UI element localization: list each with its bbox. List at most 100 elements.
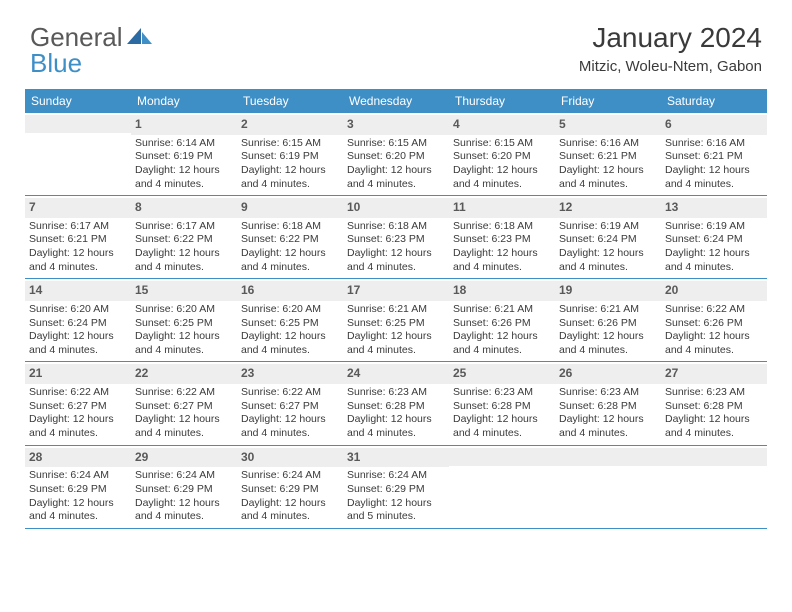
day-info-line: Sunrise: 6:23 AM [559,386,657,400]
day-info-line: Sunrise: 6:24 AM [135,469,233,483]
day-info-line: Sunset: 6:26 PM [665,317,763,331]
day-cell: 11Sunrise: 6:18 AMSunset: 6:23 PMDayligh… [449,196,555,278]
day-cell: 5Sunrise: 6:16 AMSunset: 6:21 PMDaylight… [555,113,661,195]
day-cell: 2Sunrise: 6:15 AMSunset: 6:19 PMDaylight… [237,113,343,195]
day-info-line: Daylight: 12 hours and 4 minutes. [241,497,339,524]
day-info-line: Sunset: 6:24 PM [559,233,657,247]
day-info-line: Sunrise: 6:15 AM [453,137,551,151]
day-number: 16 [237,281,343,301]
day-info-line: Daylight: 12 hours and 4 minutes. [559,330,657,357]
day-info-line: Sunrise: 6:23 AM [665,386,763,400]
day-header-cell: Sunday [25,89,131,113]
day-header-cell: Thursday [449,89,555,113]
day-info-line: Daylight: 12 hours and 4 minutes. [665,164,763,191]
day-number: 14 [25,281,131,301]
day-cell: 13Sunrise: 6:19 AMSunset: 6:24 PMDayligh… [661,196,767,278]
day-info-line: Daylight: 12 hours and 4 minutes. [135,497,233,524]
day-cell: 3Sunrise: 6:15 AMSunset: 6:20 PMDaylight… [343,113,449,195]
day-info-line: Sunrise: 6:21 AM [559,303,657,317]
day-cell: 16Sunrise: 6:20 AMSunset: 6:25 PMDayligh… [237,279,343,361]
day-info-line: Sunrise: 6:21 AM [347,303,445,317]
day-cell: 4Sunrise: 6:15 AMSunset: 6:20 PMDaylight… [449,113,555,195]
day-info-line: Daylight: 12 hours and 4 minutes. [135,247,233,274]
day-info-line: Daylight: 12 hours and 4 minutes. [559,164,657,191]
day-info-line: Daylight: 12 hours and 4 minutes. [241,413,339,440]
week-row: 28Sunrise: 6:24 AMSunset: 6:29 PMDayligh… [25,446,767,529]
day-info-line: Sunset: 6:24 PM [665,233,763,247]
day-info-line: Sunrise: 6:17 AM [135,220,233,234]
day-info-line: Sunset: 6:28 PM [665,400,763,414]
day-cell: 7 Sunrise: 6:17 AMSunset: 6:21 PMDaylight… [25,196,131,278]
day-header-cell: Wednesday [343,89,449,113]
day-number: 9 [237,198,343,218]
day-info-line: Daylight: 12 hours and 4 minutes. [135,164,233,191]
day-info-line: Sunrise: 6:17 AM [29,220,127,234]
day-number [555,448,661,466]
day-info-line: Sunset: 6:26 PM [559,317,657,331]
day-info-line: Sunset: 6:22 PM [241,233,339,247]
day-info-line: Daylight: 12 hours and 4 minutes. [665,330,763,357]
day-info-line: Daylight: 12 hours and 5 minutes. [347,497,445,524]
day-info-line: Sunset: 6:24 PM [29,317,127,331]
day-number: 27 [661,364,767,384]
day-cell: 30Sunrise: 6:24 AMSunset: 6:29 PMDayligh… [237,446,343,528]
day-number: 8 [131,198,237,218]
day-info-line: Sunrise: 6:24 AM [241,469,339,483]
day-info-line: Daylight: 12 hours and 4 minutes. [135,413,233,440]
day-number: 17 [343,281,449,301]
day-number: 3 [343,115,449,135]
day-info-line: Sunrise: 6:16 AM [665,137,763,151]
day-number: 6 [661,115,767,135]
day-number: 7 [25,198,131,218]
day-cell: 27Sunrise: 6:23 AMSunset: 6:28 PMDayligh… [661,362,767,444]
week-row: 21Sunrise: 6:22 AMSunset: 6:27 PMDayligh… [25,362,767,445]
day-number: 13 [661,198,767,218]
day-info-line: Sunrise: 6:15 AM [347,137,445,151]
day-info-line: Daylight: 12 hours and 4 minutes. [29,413,127,440]
day-info-line: Sunrise: 6:22 AM [665,303,763,317]
day-info-line: Sunrise: 6:20 AM [135,303,233,317]
day-info-line: Sunset: 6:27 PM [29,400,127,414]
day-cell [661,446,767,528]
day-cell: 6Sunrise: 6:16 AMSunset: 6:21 PMDaylight… [661,113,767,195]
day-info-line: Daylight: 12 hours and 4 minutes. [29,247,127,274]
day-cell: 28Sunrise: 6:24 AMSunset: 6:29 PMDayligh… [25,446,131,528]
day-info-line: Sunset: 6:25 PM [135,317,233,331]
day-info-line: Daylight: 12 hours and 4 minutes. [241,164,339,191]
day-cell: 19Sunrise: 6:21 AMSunset: 6:26 PMDayligh… [555,279,661,361]
day-cell: 25Sunrise: 6:23 AMSunset: 6:28 PMDayligh… [449,362,555,444]
day-number: 2 [237,115,343,135]
day-info-line: Daylight: 12 hours and 4 minutes. [453,164,551,191]
day-cell: 22Sunrise: 6:22 AMSunset: 6:27 PMDayligh… [131,362,237,444]
day-number: 11 [449,198,555,218]
day-info-line: Sunset: 6:28 PM [347,400,445,414]
day-cell [25,113,131,195]
day-info-line: Sunset: 6:19 PM [135,150,233,164]
day-info-line: Daylight: 12 hours and 4 minutes. [29,497,127,524]
day-number: 25 [449,364,555,384]
day-info-line: Sunrise: 6:18 AM [347,220,445,234]
title-block: January 2024 Mitzic, Woleu-Ntem, Gabon [579,22,762,75]
day-info-line: Daylight: 12 hours and 4 minutes. [135,330,233,357]
day-header-row: SundayMondayTuesdayWednesdayThursdayFrid… [25,89,767,113]
day-info-line: Daylight: 12 hours and 4 minutes. [347,330,445,357]
day-info-line: Sunset: 6:21 PM [29,233,127,247]
day-number: 21 [25,364,131,384]
location: Mitzic, Woleu-Ntem, Gabon [579,58,762,75]
day-info-line: Sunset: 6:23 PM [347,233,445,247]
day-number: 24 [343,364,449,384]
day-number: 12 [555,198,661,218]
day-info-line: Daylight: 12 hours and 4 minutes. [453,330,551,357]
logo-sail-icon [127,22,153,53]
day-info-line: Sunset: 6:25 PM [241,317,339,331]
day-info-line: Sunset: 6:26 PM [453,317,551,331]
day-info-line: Sunset: 6:29 PM [241,483,339,497]
day-info-line: Sunrise: 6:22 AM [135,386,233,400]
day-info-line: Sunrise: 6:22 AM [241,386,339,400]
day-info-line: Sunrise: 6:15 AM [241,137,339,151]
day-header-cell: Tuesday [237,89,343,113]
day-info-line: Sunrise: 6:22 AM [29,386,127,400]
day-number [449,448,555,466]
day-cell: 21 Sunrise: 6:22 AMSunset: 6:27 PMDayligh… [25,362,131,444]
week-row: 1Sunrise: 6:14 AMSunset: 6:19 PMDaylight… [25,113,767,196]
